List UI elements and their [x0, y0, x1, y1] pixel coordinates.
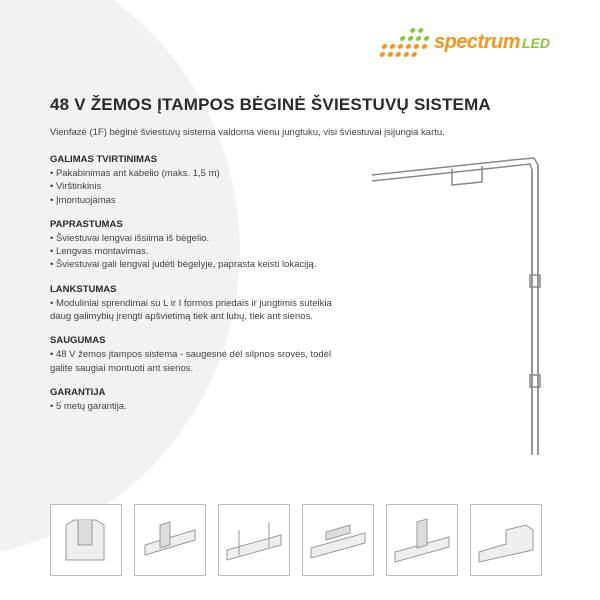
thumb-profile-3: [218, 504, 290, 576]
section-flexibility: LANKSTUMAS Moduliniai sprendimai su L ir…: [50, 284, 350, 324]
section-simplicity: PAPRASTUMAS Šviestuvai lengvai išsiima i…: [50, 219, 350, 272]
list-item: Pakabinimas ant kabelio (maks. 1,5 m): [50, 167, 350, 180]
brand-logo: spectrum LED: [383, 28, 550, 57]
track-mounting-diagram: [362, 155, 552, 465]
list-item: Šviestuvai lengvai išsiima iš bėgelio.: [50, 232, 350, 245]
list-item: Moduliniai sprendimai su L ir I formos p…: [50, 297, 350, 324]
section-title: GALIMAS TVIRTINIMAS: [50, 154, 350, 165]
list-item: Įmontuojamas: [50, 194, 350, 207]
section-title: PAPRASTUMAS: [50, 219, 350, 230]
section-title: LANKSTUMAS: [50, 284, 350, 295]
intro-text: Vienfazė (1F) bėginė šviestuvų sistema v…: [50, 127, 550, 138]
logo-text-spectrum: spectrum: [434, 31, 520, 54]
logo-text-led: LED: [522, 35, 550, 51]
section-mounting: GALIMAS TVIRTINIMAS Pakabinimas ant kabe…: [50, 154, 350, 207]
section-warranty: GARANTIJA 5 metų garantija.: [50, 387, 350, 413]
thumb-profile-6: [470, 504, 542, 576]
list-item: Virštinkinis: [50, 180, 350, 193]
thumb-profile-2: [134, 504, 206, 576]
thumbnail-row: [50, 504, 550, 576]
list-item: Šviestuvai gali lengvai judėti bėgelyje,…: [50, 258, 350, 271]
list-item: Lengvas montavimas.: [50, 245, 350, 258]
thumb-profile-4: [302, 504, 374, 576]
thumb-profile-1: [50, 504, 122, 576]
list-item: 48 V žemos įtampos sistema - saugesnė dė…: [50, 348, 350, 375]
section-title: GARANTIJA: [50, 387, 350, 398]
section-safety: SAUGUMAS 48 V žemos įtampos sistema - sa…: [50, 335, 350, 375]
list-item: 5 metų garantija.: [50, 400, 350, 413]
thumb-profile-5: [386, 504, 458, 576]
section-title: SAUGUMAS: [50, 335, 350, 346]
page-title: 48 V ŽEMOS ĮTAMPOS BĖGINĖ ŠVIESTUVŲ SIST…: [50, 95, 550, 115]
logo-dots-icon: [379, 28, 432, 57]
